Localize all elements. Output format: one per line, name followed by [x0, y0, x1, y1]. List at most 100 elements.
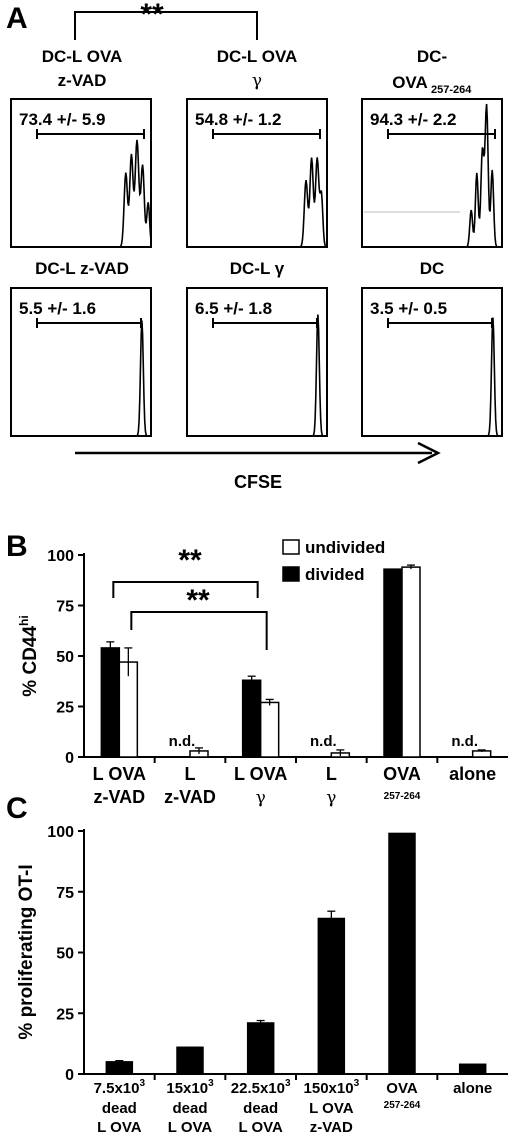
- category-label-line2: z-VAD: [93, 787, 145, 807]
- bar: [388, 832, 416, 1075]
- category-label-line2: 257-264: [384, 1100, 421, 1111]
- chart-c: 0 25 50 75 100 % proliferating OT-I 7.5x103 dea…: [16, 824, 508, 1136]
- category-label-line2: z-VAD: [164, 787, 216, 807]
- bar: [118, 661, 139, 758]
- category-label-line1: 150x103: [304, 1078, 360, 1097]
- plot-3-title-sub: 257-264: [431, 84, 472, 96]
- category-label-sup: 3: [285, 1078, 291, 1089]
- category-label-line2: dead: [243, 1100, 278, 1117]
- category-label-line3: L OVA: [97, 1119, 142, 1136]
- bar: [100, 647, 121, 758]
- category-label-line2: L OVA: [309, 1100, 354, 1117]
- gate-percentage: 94.3 +/- 2.2: [370, 110, 456, 129]
- y-tick-label: 50: [56, 649, 74, 666]
- category-label-line3: L OVA: [238, 1119, 283, 1136]
- legend-swatch-divided: [282, 566, 300, 582]
- flow-histogram: [11, 139, 152, 248]
- y-tick-label: 50: [56, 946, 74, 963]
- flow-histogram: [187, 157, 328, 248]
- category-label-line1: 15x103: [166, 1078, 214, 1097]
- category-label-line3: L OVA: [168, 1119, 213, 1136]
- bar: [259, 701, 280, 758]
- significance-bracket-2: [130, 611, 268, 650]
- flow-histogram: [362, 317, 502, 437]
- category-label-line1: alone: [449, 764, 496, 784]
- category-label-line1: alone: [453, 1080, 492, 1097]
- category-label-line1: OVA: [383, 764, 421, 784]
- nd-label: n.d.: [310, 733, 337, 750]
- gate-percentage: 6.5 +/- 1.8: [195, 299, 272, 318]
- y-tick-label: 25: [56, 700, 74, 717]
- category-label-line1: L OVA: [93, 764, 146, 784]
- gate-percentage: 73.4 +/- 5.9: [19, 110, 105, 129]
- flow-histogram: [11, 320, 151, 437]
- plot-2-title-line1: DC-L OVA: [217, 47, 298, 66]
- category-label-line1: L: [326, 764, 337, 784]
- bar: [383, 568, 403, 758]
- category-label-sup: 3: [208, 1078, 214, 1089]
- y-tick-label: 25: [56, 1006, 74, 1023]
- plot-3-title-line1: DC-: [417, 47, 447, 66]
- y-tick-label: 0: [65, 1067, 74, 1084]
- significance-label-1: **: [178, 544, 202, 577]
- y-tick-label: 75: [56, 599, 74, 616]
- panel-a-significance-bracket: [74, 11, 258, 40]
- plot-3-title-line2: OVA: [392, 73, 428, 92]
- category-label-line1: 7.5x103: [94, 1078, 146, 1097]
- category-label-line2: γ: [256, 788, 266, 808]
- category-label-sup: 3: [139, 1078, 145, 1089]
- y-tick-label: 0: [65, 750, 74, 767]
- nd-label: n.d.: [451, 733, 478, 750]
- category-label-line1: 22.5x103: [231, 1078, 291, 1097]
- flow-plots: 73.4 +/- 5.9 54.8 +/- 1.2 94.3 +/- 2.2 5.5 …: [10, 98, 503, 437]
- y-tick-label: 100: [47, 824, 74, 841]
- bar: [401, 566, 421, 758]
- bar: [317, 917, 346, 1075]
- bar: [458, 1063, 487, 1075]
- legend-label-undivided: undivided: [305, 538, 385, 557]
- significance-bracket-1: [112, 581, 259, 598]
- category-label-line2: dead: [102, 1100, 137, 1117]
- flow-histogram: [187, 314, 327, 437]
- y-axis-label-sup: hi: [17, 615, 31, 626]
- flow-histogram: [362, 103, 502, 248]
- legend-swatch-undivided: [282, 539, 300, 555]
- plot-4-title: DC-L z-VAD: [35, 259, 129, 278]
- category-label-line1: L OVA: [234, 764, 287, 784]
- cfse-arrow-head: [417, 441, 441, 465]
- significance-label-2: **: [186, 584, 210, 617]
- plot-1-title-line2: z-VAD: [58, 71, 107, 90]
- gate-percentage: 3.5 +/- 0.5: [370, 299, 447, 318]
- panel-a-significance: **: [140, 0, 164, 31]
- plot-1-title-line1: DC-L OVA: [42, 47, 123, 66]
- cfse-axis-label: CFSE: [234, 472, 282, 492]
- category-label-line3: z-VAD: [310, 1119, 353, 1136]
- y-tick-label: 75: [56, 885, 74, 902]
- category-label-sup: 3: [354, 1078, 360, 1089]
- nd-label: n.d.: [169, 733, 196, 750]
- plot-5-title: DC-L γ: [230, 259, 285, 278]
- bar: [176, 1046, 204, 1075]
- category-label-line2: γ: [326, 788, 336, 808]
- bar: [105, 1061, 134, 1075]
- plot-titles: DC-L OVA z-VAD DC-L OVA γ DC- OVA 257-26…: [35, 47, 472, 278]
- y-tick-label: 100: [47, 548, 74, 565]
- gate-percentage: 5.5 +/- 1.6: [19, 299, 96, 318]
- panel-c-letter: C: [6, 792, 28, 825]
- chart-b: 0 25 50 75 100 % CD44hi n.d. n.d. n.d. L OVA z-VAD…: [17, 538, 508, 808]
- plot-6-title: DC: [420, 259, 445, 278]
- category-label-line1: OVA: [386, 1080, 418, 1097]
- bar: [241, 679, 262, 758]
- category-label-line2: dead: [172, 1100, 207, 1117]
- plot-2-title-line2: γ: [252, 71, 262, 91]
- bar: [246, 1022, 275, 1075]
- category-label-line2: 257-264: [384, 791, 421, 802]
- y-axis-label: % proliferating OT-I: [16, 864, 37, 1039]
- legend-label-divided: divided: [305, 565, 365, 584]
- panel-a-letter: A: [6, 2, 28, 35]
- category-label-line1: L: [185, 764, 196, 784]
- panel-b-letter: B: [6, 530, 28, 563]
- y-axis-label: % CD44hi: [17, 615, 41, 696]
- gate-percentage: 54.8 +/- 1.2: [195, 110, 281, 129]
